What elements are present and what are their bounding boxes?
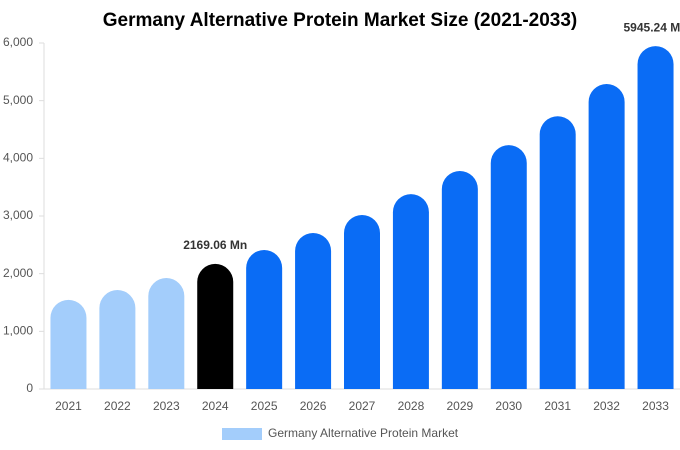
bar	[441, 171, 478, 389]
y-tick-label: 1,000	[3, 324, 33, 338]
x-tick-label: 2030	[495, 399, 522, 413]
bar	[99, 290, 136, 389]
x-tick-label: 2021	[55, 399, 82, 413]
y-tick-label: 4,000	[3, 151, 33, 165]
chart-title: Germany Alternative Protein Market Size …	[103, 10, 578, 31]
x-tick-label: 2031	[544, 399, 571, 413]
x-tick-label: 2025	[251, 399, 278, 413]
data-label: 2169.06 Mn	[183, 238, 247, 252]
bar	[246, 250, 283, 389]
bar	[344, 215, 380, 389]
x-tick-label: 2026	[300, 399, 327, 413]
y-tick-label: 3,000	[3, 208, 33, 222]
bar	[637, 46, 674, 389]
bar	[50, 299, 87, 389]
bar	[295, 233, 332, 389]
bar	[148, 278, 185, 389]
y-tick-label: 6,000	[3, 35, 33, 49]
bar	[588, 83, 625, 389]
x-tick-label: 2022	[104, 399, 131, 413]
legend-swatch	[222, 428, 262, 440]
bar	[539, 116, 576, 389]
y-tick-label: 5,000	[3, 93, 33, 107]
x-tick-label: 2032	[593, 399, 620, 413]
x-tick-label: 2033	[642, 399, 669, 413]
x-tick-label: 2023	[153, 399, 180, 413]
x-tick-label: 2029	[446, 399, 473, 413]
data-label: 5945.24 Mn	[624, 20, 680, 34]
bar	[197, 263, 234, 389]
bar	[392, 194, 429, 389]
y-tick-label: 0	[26, 381, 33, 395]
legend-label: Germany Alternative Protein Market	[268, 426, 459, 440]
bar	[490, 145, 527, 389]
x-tick-label: 2028	[398, 399, 425, 413]
x-tick-label: 2027	[349, 399, 376, 413]
x-tick-label: 2024	[202, 399, 229, 413]
y-tick-label: 2,000	[3, 266, 33, 280]
